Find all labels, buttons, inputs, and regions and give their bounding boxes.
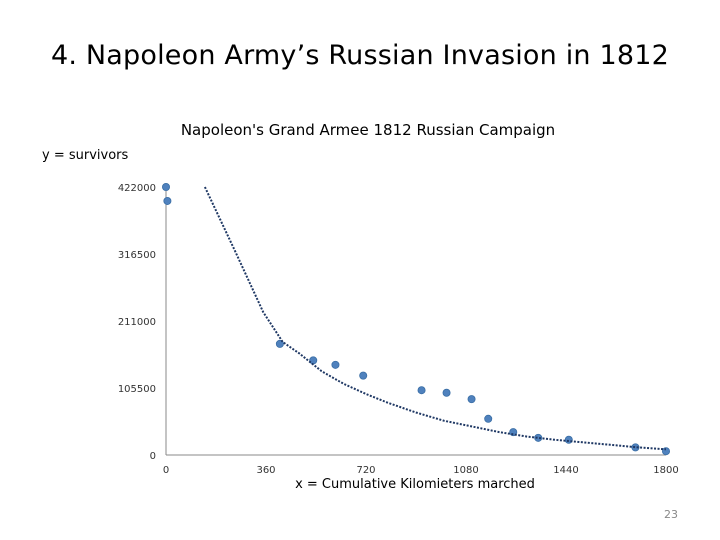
trend-line xyxy=(203,186,667,451)
y-tick-label: 422000 xyxy=(118,183,156,194)
x-axis-label: x = Cumulative Kilomieters marched xyxy=(295,477,535,492)
x-tick-label: 1080 xyxy=(453,465,478,476)
y-tick-label: 211000 xyxy=(118,317,156,328)
x-tick-label: 0 xyxy=(163,465,169,476)
data-point xyxy=(163,196,172,205)
x-tick-label: 1440 xyxy=(553,465,578,476)
y-tick-label: 316500 xyxy=(118,250,156,261)
data-point xyxy=(417,386,426,395)
data-point xyxy=(534,433,543,442)
data-point xyxy=(467,395,476,404)
data-point xyxy=(331,360,340,369)
x-tick-label: 1800 xyxy=(653,465,678,476)
chart-title: Napoleon's Grand Armee 1812 Russian Camp… xyxy=(181,121,555,139)
y-axis-label: y = survivors xyxy=(42,148,129,163)
data-point xyxy=(442,388,451,397)
data-point xyxy=(631,443,640,452)
slide-title: 4. Napoleon Army’s Russian Invasion in 1… xyxy=(50,40,670,71)
x-tick-label: 720 xyxy=(356,465,375,476)
x-tick-label: 360 xyxy=(256,465,275,476)
page-number: 23 xyxy=(664,508,678,521)
data-point xyxy=(161,182,170,191)
y-tick-label: 0 xyxy=(150,451,156,462)
data-point xyxy=(662,447,671,456)
data-point xyxy=(484,414,493,423)
data-point xyxy=(359,371,368,380)
data-point xyxy=(309,356,318,365)
y-tick-label: 105500 xyxy=(118,384,156,395)
